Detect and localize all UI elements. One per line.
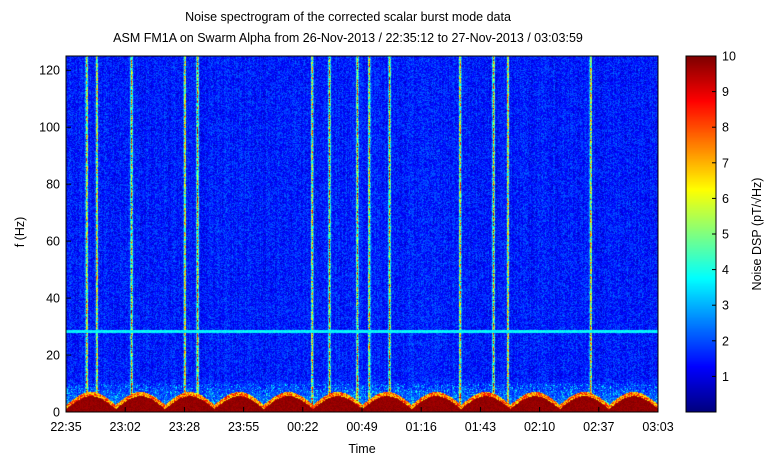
x-tick-label: 23:02	[110, 420, 141, 434]
colorbar: 1 2 3 4 5 6 7 8 9 10	[685, 50, 736, 413]
y-tick-label: 0	[53, 406, 60, 420]
x-tick-label: 23:28	[169, 420, 200, 434]
colorbar-gradient	[686, 56, 716, 412]
x-tick-label: 02:10	[524, 420, 555, 434]
x-tick-label: 23:55	[228, 420, 259, 434]
y-axis-label: f (Hz)	[13, 217, 27, 248]
x-axis: 22:35 23:02 23:28 23:55 00:22 00:49 01:16 01:43…	[50, 407, 674, 434]
colorbar-tick-label: 10	[722, 50, 736, 64]
y-tick-label: 20	[46, 349, 60, 363]
x-tick-label: 22:35	[50, 420, 81, 434]
colorbar-tick-label: 1	[722, 370, 729, 384]
y-tick-label: 120	[39, 64, 60, 78]
y-tick-label: 60	[46, 235, 60, 249]
y-tick-label: 100	[39, 121, 60, 135]
x-axis-label: Time	[348, 442, 375, 456]
colorbar-tick-label: 7	[722, 156, 729, 170]
colorbar-ticks: 1 2 3 4 5 6 7 8 9 10	[712, 50, 736, 384]
colorbar-tick-label: 4	[722, 263, 729, 277]
spectrogram-heatmap	[66, 56, 658, 412]
x-tick-label: 00:49	[346, 420, 377, 434]
chart-subtitle: ASM FM1A on Swarm Alpha from 26-Nov-2013…	[113, 31, 583, 45]
colorbar-tick-label: 3	[722, 299, 729, 313]
x-tick-label: 01:16	[406, 420, 437, 434]
colorbar-tick-label: 8	[722, 121, 729, 135]
chart-title: Noise spectrogram of the corrected scala…	[185, 10, 511, 24]
colorbar-tick-label: 6	[722, 192, 729, 206]
y-tick-label: 80	[46, 178, 60, 192]
plot-area	[65, 55, 659, 413]
colorbar-tick-label: 9	[722, 85, 729, 99]
x-tick-label: 02:37	[583, 420, 614, 434]
y-tick-label: 40	[46, 292, 60, 306]
colorbar-tick-label: 2	[722, 334, 729, 348]
colorbar-tick-label: 5	[722, 228, 729, 242]
x-tick-label: 00:22	[287, 420, 318, 434]
x-tick-label: 01:43	[465, 420, 496, 434]
y-axis: 0 20 40 60 80 100 120	[39, 64, 71, 420]
x-tick-label: 03:03	[642, 420, 673, 434]
colorbar-label: Noise DSP (pT/√Hz)	[750, 178, 764, 291]
